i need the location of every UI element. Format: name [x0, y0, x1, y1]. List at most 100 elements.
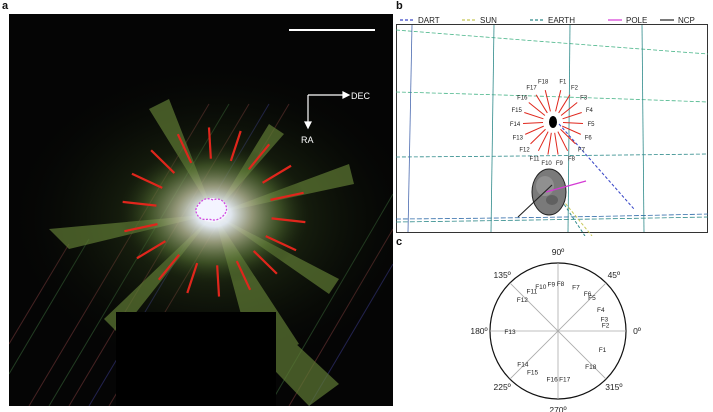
feature-ray — [547, 132, 552, 155]
polar-feature-label: F16 — [547, 377, 559, 384]
ejecta-image: DEC RA — [9, 29, 393, 406]
feature-label: F11 — [530, 157, 541, 163]
feature-ray — [554, 132, 559, 155]
ray-marker — [122, 200, 157, 207]
legend-label-earth: EARTH — [548, 16, 575, 25]
angle-label: 0º — [633, 326, 641, 336]
pole-direction — [545, 180, 587, 193]
geometry-plot: DART SUN EARTH POLE NCP F1F2F3F4F5F6F7F8F9F1… — [396, 16, 708, 236]
angle-label: 135º — [493, 270, 510, 280]
feature-label: F5 — [587, 122, 595, 128]
panel-b-geometry: DART SUN EARTH POLE NCP F1 F2 F3 F4 F5 F6 F7 F8 F9 F1… — [396, 14, 708, 236]
legend-label-sun: SUN — [480, 16, 497, 25]
feature-ray — [535, 94, 548, 114]
dart-direction — [558, 123, 635, 210]
feature-ray — [523, 122, 544, 125]
ray-marker — [235, 260, 252, 291]
masked-region — [116, 312, 276, 406]
polar-feature-label: F14 — [517, 362, 529, 369]
coordinate-grid — [396, 24, 708, 233]
feature-label: F1 — [559, 80, 567, 86]
polar-feature-label: F7 — [572, 284, 580, 291]
feature-ray — [562, 125, 582, 135]
feature-label: F13 — [513, 136, 524, 142]
ray-marker — [157, 253, 181, 281]
angle-label: 270º — [549, 405, 566, 412]
ray-marker — [229, 130, 242, 162]
ray-marker — [207, 127, 212, 159]
ncp-direction — [517, 184, 553, 218]
asteroid-shape — [531, 168, 567, 216]
ray-marker — [265, 235, 297, 252]
feature-label: F17 — [526, 86, 537, 92]
panel-c-polar: 0º 45º 90º 135º 180º 225º 270º 315º F1 F2 F3 F4 F5 F… — [396, 248, 708, 412]
sun-direction — [555, 191, 593, 236]
feature-ray — [560, 102, 578, 116]
polar-feature-label: F12 — [517, 297, 529, 304]
feature-ray — [524, 125, 544, 135]
feature-label: F8 — [568, 157, 576, 163]
ray-marker — [186, 262, 199, 294]
angle-label: 90º — [552, 248, 565, 257]
ray-marker — [247, 143, 271, 171]
panel-a-image: DEC RA — [9, 14, 393, 406]
legend-label-ncp: NCP — [678, 16, 695, 25]
legend-label-pole: POLE — [626, 16, 647, 25]
feature-label: F12 — [519, 148, 530, 154]
feature-ray — [537, 131, 549, 152]
dec-label: DEC — [351, 91, 371, 101]
feature-ray — [557, 131, 569, 152]
polar-feature-label: F18 — [585, 364, 597, 371]
ray-marker — [270, 191, 304, 201]
angle-label: 315º — [605, 382, 622, 392]
polar-spokes — [490, 263, 626, 399]
polar-feature-label: F17 — [559, 377, 571, 384]
polar-feature-label: F15 — [527, 370, 539, 377]
ray-marker — [252, 250, 278, 275]
polar-feature-label: F9 — [548, 281, 556, 288]
polar-feature-label: F6 — [584, 291, 592, 298]
ejecta-rays — [122, 127, 306, 297]
angle-labels: 0º 45º 90º 135º 180º 225º 270º 315º — [470, 248, 641, 412]
feature-label: F14 — [510, 122, 521, 128]
feature-ray — [528, 102, 546, 116]
polar-spoke — [509, 282, 607, 380]
panel-c-letter: c — [396, 236, 403, 248]
orientation-axes — [304, 91, 351, 130]
angle-label: 45º — [608, 270, 621, 280]
polar-feature-label: F1 — [599, 347, 607, 354]
polar-feature-label: F4 — [597, 307, 605, 314]
feature-label: F10 — [541, 161, 552, 167]
ray-marker — [150, 149, 176, 174]
feature-label: F2 — [571, 86, 579, 92]
feature-ray — [530, 128, 546, 145]
nucleus — [195, 198, 228, 222]
polar-feature-label: F11 — [526, 289, 537, 296]
polar-feature-label: F10 — [535, 284, 547, 291]
ray-marker — [271, 217, 306, 224]
feature-ray — [558, 94, 571, 114]
feature-label: F7 — [578, 148, 586, 154]
angle-label: 180º — [470, 326, 487, 336]
ray-marker — [216, 265, 221, 297]
ray-marker — [124, 223, 158, 233]
feature-ray — [562, 122, 583, 125]
polar-feature-label: F5 — [588, 295, 596, 302]
feature-ray — [544, 90, 551, 112]
ray-marker — [176, 133, 193, 164]
ray-marker — [131, 172, 163, 189]
feature-label: F3 — [580, 95, 588, 101]
polar-feature-label: F2 — [602, 322, 610, 329]
polar-feature-label: F13 — [504, 329, 516, 336]
feature-ray — [555, 90, 562, 112]
polar-feature-label: F8 — [557, 281, 565, 288]
ray-marker — [136, 240, 166, 260]
feature-label: F16 — [517, 95, 528, 101]
panel-b-letter: b — [396, 0, 403, 12]
feature-ray — [560, 128, 576, 145]
center-marker — [549, 116, 557, 128]
feature-label: F15 — [511, 108, 522, 114]
